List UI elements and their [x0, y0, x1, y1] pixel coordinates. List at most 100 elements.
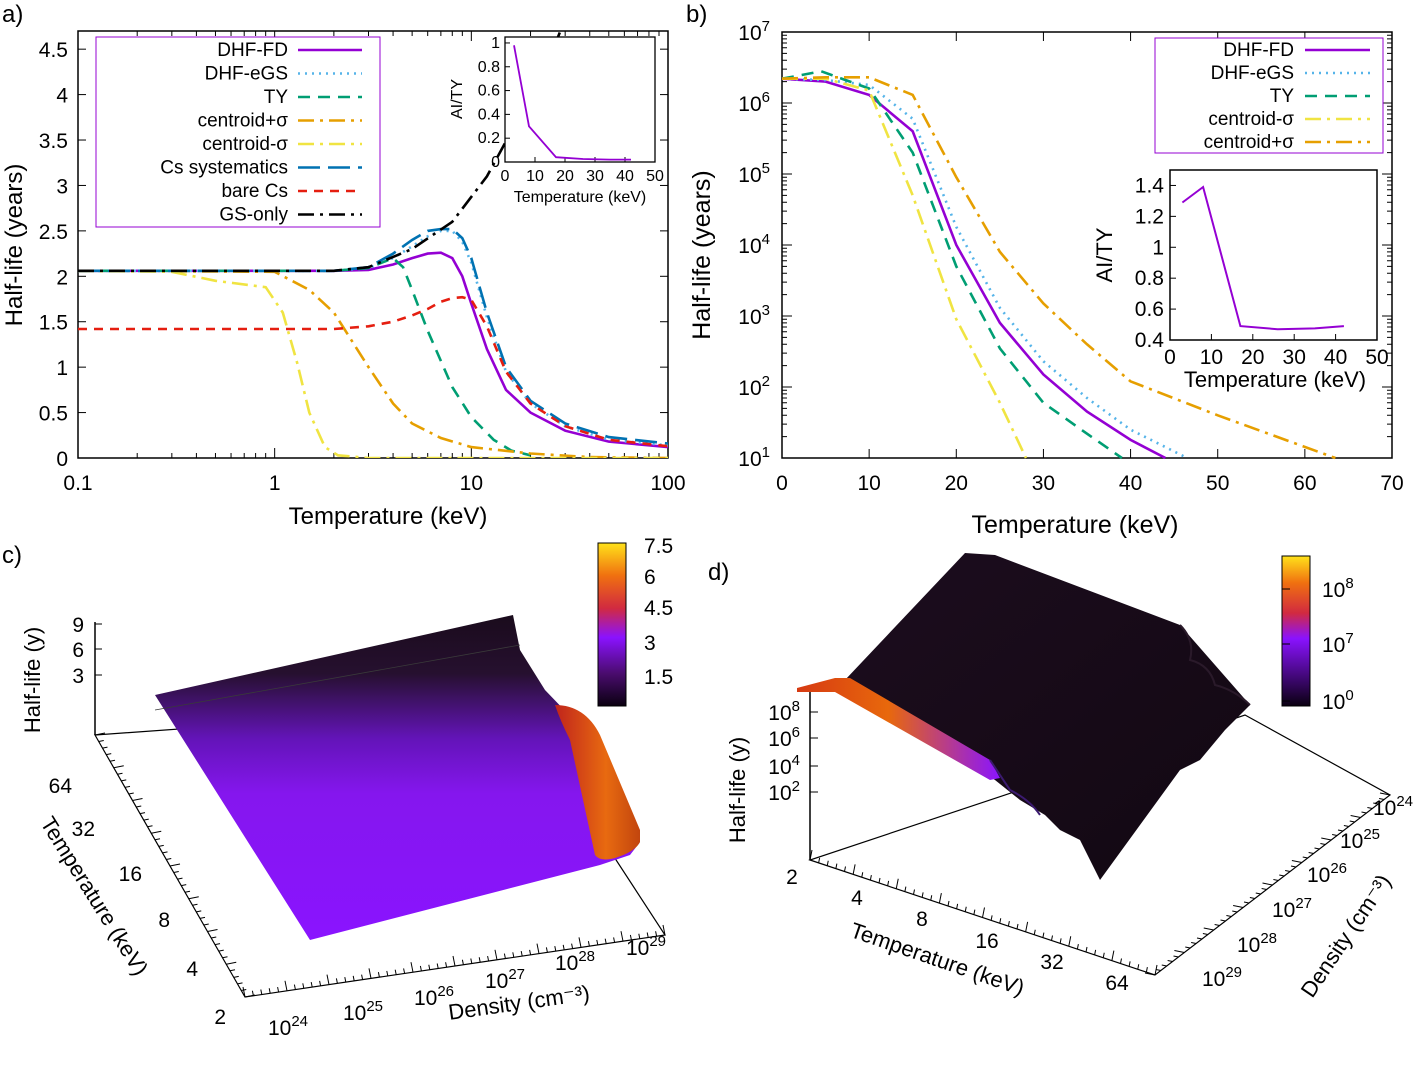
- panel-c-temp-tick: 16: [119, 863, 142, 886]
- panel-d-density-minor: [1350, 815, 1361, 818]
- panel-d-temp-minor: [964, 906, 967, 912]
- panel-c-density-tick: 1024: [268, 1013, 308, 1040]
- panel-a-series-cs_sys: [78, 227, 668, 445]
- panel-d-density-minor: [1273, 879, 1279, 881]
- panel-c-temp-minor: [102, 746, 108, 749]
- panel-c-density-minor: [655, 931, 658, 937]
- panel-d-temp-minor: [1128, 961, 1131, 967]
- panel-c-density-minor: [554, 946, 557, 952]
- panel-d-templabel: Temperature (keV): [847, 917, 1027, 1000]
- panel-b-inset-xlabel: Temperature (keV): [1184, 367, 1366, 392]
- panel-b-series: [781, 69, 1336, 460]
- panel-b-legend-label: DHF-FD: [1223, 40, 1294, 61]
- panel-b-xtick-label: 70: [1380, 472, 1403, 495]
- panel-c-temp-minor: [98, 740, 104, 743]
- panel-d-temp-minor: [990, 915, 993, 921]
- panel-d-density-minor: [1203, 927, 1214, 931]
- panel-d-density-minor: [1262, 882, 1273, 886]
- panel-c-temp-minor: [147, 825, 153, 828]
- panel-d-density-minor: [1255, 892, 1261, 895]
- panel-a-legend-label: TY: [264, 87, 289, 108]
- panel-c-density-minor: [638, 933, 641, 939]
- panel-c-temp-minor: [151, 830, 162, 834]
- panel-d-temp-minor: [826, 860, 829, 866]
- panel-c-density-minor: [361, 974, 364, 980]
- panel-c-temp-ticks: 64 32 16 8 4 2: [49, 775, 226, 1029]
- panel-a-inset-ytick-label: 1: [491, 35, 500, 52]
- panel-c-temp-minor: [154, 838, 161, 841]
- panel-c-density-minor: [335, 978, 338, 984]
- panel-d-temp-minor: [1025, 921, 1029, 932]
- panel-d-density-minor: [1243, 901, 1250, 904]
- panel-c-density-minor: [587, 941, 590, 947]
- panel-c-density-minor: [613, 937, 616, 943]
- panel-b-inset-xtick-label: 40: [1324, 346, 1347, 369]
- panel-b-series-dhf_fd: [781, 77, 1166, 460]
- panel-c-density-minor: [536, 943, 540, 954]
- panel-d-cbar-tick: 108: [1322, 575, 1354, 602]
- panel-d-temp-minor: [1033, 929, 1036, 935]
- panel-d-temp-tick: 2: [786, 866, 798, 889]
- panel-c-cbar-tick: 6: [644, 566, 656, 589]
- panel-c-density-minor: [419, 965, 422, 972]
- panel-b-inset-line: [1181, 185, 1344, 331]
- panel-d-density-minor: [1173, 955, 1179, 958]
- panel-d-density-minor: [1185, 946, 1191, 949]
- panel-b-inset-ytick-label: 0.4: [1135, 329, 1165, 352]
- panel-a-legend-label: DHF-eGS: [205, 64, 288, 85]
- panel-c-density-minor: [251, 990, 254, 996]
- panel-d-density-tick: 1028: [1237, 930, 1277, 957]
- panel-d-density-minor: [1343, 825, 1349, 827]
- panel-c-temp-tick: 64: [49, 775, 73, 798]
- panel-d-temp-minor: [895, 878, 899, 889]
- panel-d-temp-minor: [1051, 935, 1053, 941]
- panel-c-density-ticks: 1024 1025 1026 1027 1028 1029: [268, 933, 666, 1040]
- panel-a-ytick-label: 0.5: [39, 403, 68, 426]
- panel-c-density-minor: [487, 955, 490, 962]
- panel-c-density-minor: [268, 988, 271, 994]
- panel-c-density-minor: [293, 984, 296, 990]
- panel-c-density-minor: [461, 959, 464, 965]
- panel-c-zlabel: Half-life (y): [20, 627, 45, 733]
- panel-a-inset-xtick-label: 40: [616, 168, 634, 185]
- panel-d-density-minor: [1332, 834, 1338, 836]
- panel-a-ylabel: Half-life (years): [1, 164, 28, 327]
- panel-c-colorbar: [597, 542, 627, 707]
- panel-c-density-minor: [302, 983, 305, 989]
- panel-a-inset-xtick-label: 50: [646, 168, 664, 185]
- panel-b-series-centroid_plus: [781, 76, 1336, 460]
- panel-b-xtick-label: 40: [1119, 472, 1142, 495]
- panel-a-legend-label: centroid-σ: [202, 134, 288, 155]
- panel-c-temp-minor: [158, 844, 164, 847]
- panel-c-density-minor: [260, 989, 263, 995]
- panel-d-density-minor: [1279, 874, 1285, 877]
- panel-c-temp-minor: [188, 896, 199, 900]
- panel-a-ytick-label: 2: [56, 266, 68, 289]
- panel-d-density-minor: [1249, 897, 1255, 899]
- panel-d-z-tick: 104: [768, 752, 800, 779]
- panel-d-temp-minor: [982, 907, 985, 918]
- panel-c-temp-tick: 4: [186, 958, 198, 981]
- panel-d-density-minor: [1290, 865, 1297, 868]
- panel-d-temp-minor: [1120, 958, 1122, 964]
- panel-b-ytick-label: 101: [738, 444, 770, 471]
- panel-c-temp-minor: [233, 975, 239, 978]
- panel-c-temp-minor: [162, 851, 168, 854]
- panel-d-temp-minor: [878, 877, 881, 884]
- panel-d-temp-minor: [887, 880, 890, 886]
- panel-b-ytick-label: 107: [738, 18, 770, 45]
- panel-c-surface: [155, 615, 640, 940]
- panel-d-temp-minor: [852, 864, 856, 875]
- panel-c-density-minor: [242, 986, 246, 998]
- panel-c-temp-minor: [113, 765, 124, 769]
- panel-d-density-minor: [1174, 950, 1185, 953]
- panel-c-temp-minor: [124, 785, 131, 788]
- panel-d-density-ticks: 1024 1025 1026 1027 1028 1029: [1202, 793, 1413, 991]
- panel-c-density-minor: [410, 962, 414, 973]
- panel-d-density-minor: [1202, 933, 1208, 935]
- panel-c-cbar-tick: 7.5: [644, 535, 673, 558]
